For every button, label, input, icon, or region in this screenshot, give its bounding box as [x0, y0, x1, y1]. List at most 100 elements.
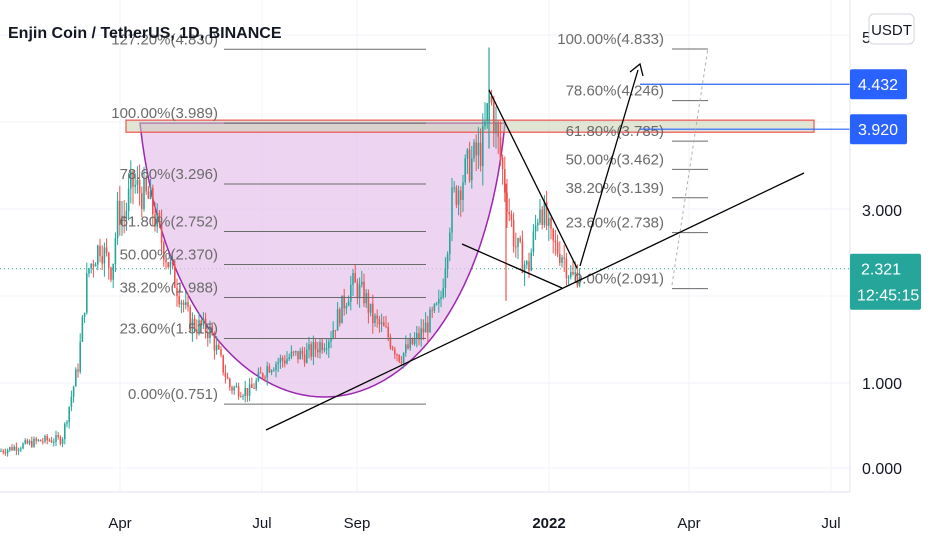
- candle-body: [358, 284, 361, 299]
- candle-body: [431, 309, 433, 311]
- candle-body: [156, 212, 158, 227]
- candle-body: [204, 318, 207, 333]
- candle-body: [301, 350, 304, 355]
- candle-body: [103, 247, 106, 264]
- candle-body: [163, 242, 165, 260]
- candle-body: [578, 277, 581, 286]
- candle-body: [187, 302, 189, 308]
- candle-body: [149, 187, 152, 199]
- candle-body: [138, 180, 141, 194]
- candle-body: [416, 333, 418, 339]
- candle-body: [519, 238, 521, 242]
- candle-body: [367, 293, 370, 313]
- trendlines: [265, 47, 805, 431]
- candle-body: [116, 200, 119, 239]
- candle-body: [352, 273, 354, 285]
- candle-body: [427, 322, 429, 333]
- time-axis[interactable]: Apr Jul Sep 2022 Apr Jul: [108, 515, 840, 532]
- candle-body: [211, 326, 213, 336]
- candle-body: [482, 126, 484, 167]
- candle-body: [143, 178, 145, 209]
- candle-body: [574, 272, 576, 275]
- fib-retracement-right: 100.00%(4.833) 78.60%(4.246) 61.80%(3.785)…: [557, 31, 708, 290]
- candle-body: [88, 268, 90, 274]
- candle-body: [46, 436, 48, 441]
- candle-body: [550, 218, 552, 229]
- candle-body: [389, 337, 392, 348]
- candlestick-series: [0, 47, 581, 457]
- candle-body: [350, 284, 352, 302]
- fib-left-level-label: 50.00%(2.370): [120, 246, 218, 263]
- candle-body: [81, 316, 84, 342]
- currency-button[interactable]: USDT: [868, 13, 915, 45]
- wedge-upper-line: [488, 89, 578, 269]
- candle-body: [185, 302, 187, 306]
- candle-body: [11, 447, 13, 451]
- fib-retracement-left: 127.20%(4.830) 100.00%(3.989) 78.60%(3.296…: [111, 31, 426, 405]
- candle-countdown-label: 12:45:15: [857, 288, 919, 305]
- candle-body: [266, 366, 268, 378]
- candle-body: [251, 384, 253, 388]
- arrow-head-icon: [629, 62, 644, 77]
- chart-title: Enjin Coin / TetherUS, 1D, BINANCE: [8, 25, 282, 42]
- candle-body: [554, 240, 557, 243]
- price-badge: [850, 114, 907, 145]
- candle-body: [37, 439, 40, 441]
- candle-body: [295, 351, 297, 353]
- candle-body: [548, 218, 550, 226]
- candle-body: [299, 350, 301, 360]
- candle-body: [209, 326, 211, 338]
- candle-body: [405, 344, 407, 353]
- candle-body: [521, 241, 524, 273]
- candle-body: [328, 341, 330, 349]
- candle-body: [468, 149, 471, 181]
- candle-body: [90, 263, 92, 269]
- candle-body: [189, 307, 191, 332]
- candle-body: [42, 441, 44, 443]
- price-axis[interactable]: 5 3.000 1.000 0.000: [862, 30, 902, 478]
- candle-body: [75, 369, 77, 387]
- candle-body: [444, 268, 447, 289]
- candle-body: [308, 344, 310, 350]
- candle-body: [108, 252, 110, 268]
- candle-body: [460, 190, 462, 200]
- time-axis-label: Jul: [821, 515, 840, 532]
- candle-body: [77, 369, 79, 372]
- candle-body: [279, 357, 282, 363]
- candle-body: [332, 330, 334, 339]
- price-badge-label: 3.920: [858, 122, 898, 139]
- candle-body: [510, 214, 513, 220]
- time-axis-label: 2022: [532, 515, 565, 532]
- candle-body: [167, 262, 169, 268]
- candle-body: [339, 309, 341, 324]
- candle-body: [284, 360, 286, 364]
- candle-body: [303, 354, 306, 363]
- candle-body: [264, 377, 266, 379]
- candle-body: [246, 387, 249, 396]
- candle-body: [387, 326, 389, 338]
- candle-body: [484, 121, 486, 127]
- candle-body: [325, 348, 328, 350]
- price-axis-label: 3.000: [862, 203, 902, 220]
- candle-body: [99, 245, 101, 257]
- price-axis-label: 0.000: [862, 461, 902, 478]
- candle-body: [147, 191, 150, 199]
- candle-body: [464, 158, 466, 183]
- candle-body: [248, 384, 251, 396]
- candle-body: [110, 267, 112, 280]
- candle-body: [321, 342, 323, 351]
- candle-body: [385, 326, 387, 328]
- candle-body: [363, 281, 365, 304]
- candle-body: [277, 362, 279, 365]
- fib-right-level-label: 38.20%(3.139): [566, 180, 664, 197]
- candle-body: [39, 439, 42, 442]
- currency-button-label: USDT: [871, 22, 912, 39]
- candle-body: [112, 263, 114, 280]
- candle-body: [365, 293, 367, 304]
- candle-body: [532, 231, 535, 253]
- candle-body: [180, 302, 183, 305]
- candle-body: [132, 171, 134, 187]
- fib-right-level-label: 61.80%(3.785): [566, 123, 664, 140]
- candle-body: [310, 344, 312, 357]
